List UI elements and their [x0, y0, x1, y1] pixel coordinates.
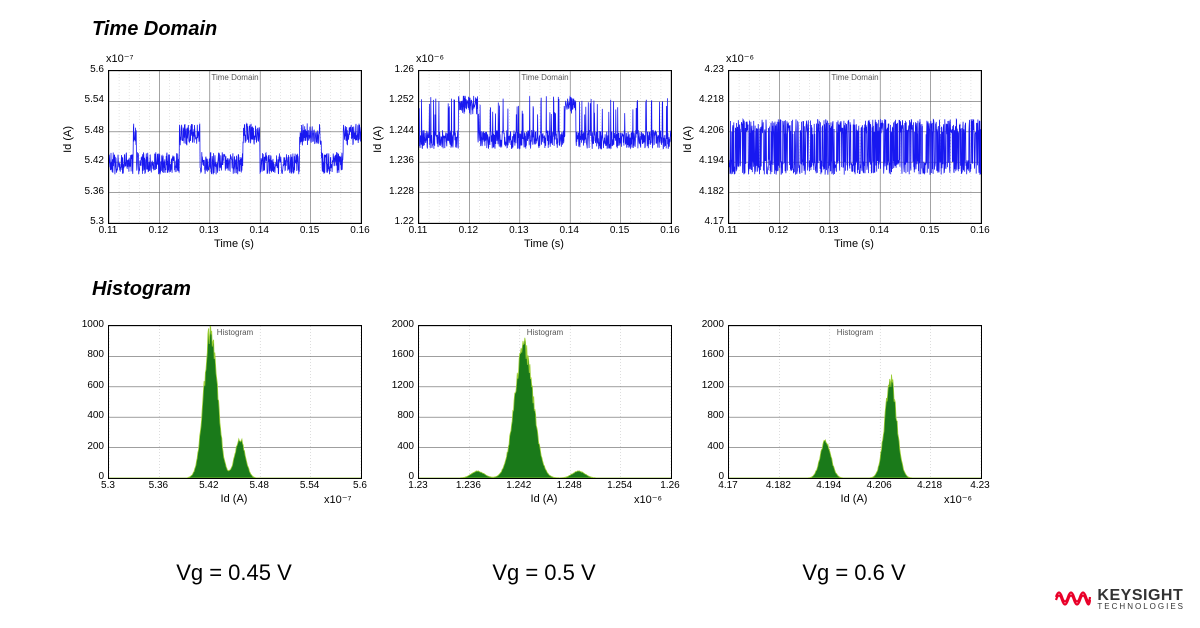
- x-tick: 0.16: [656, 225, 684, 236]
- section-title-histogram: Histogram: [92, 278, 191, 301]
- y-tick: 4.23: [690, 64, 724, 75]
- y-tick: 1000: [70, 319, 104, 330]
- x-tick: 0.15: [606, 225, 634, 236]
- y-tick: 4.17: [690, 216, 724, 227]
- x-tick: 0.16: [966, 225, 994, 236]
- y-tick: 0: [70, 471, 104, 482]
- x-tick: 1.254: [604, 480, 636, 491]
- x-tick: 0.14: [865, 225, 893, 236]
- x-multiplier: x10⁻⁷: [324, 493, 352, 506]
- x-tick: 1.236: [452, 480, 484, 491]
- x-tick: 1.248: [553, 480, 585, 491]
- histogram-chart: Histogram1.231.2361.2421.2481.2541.26040…: [418, 325, 670, 477]
- x-tick: 5.42: [193, 480, 225, 491]
- x-tick: 5.54: [294, 480, 326, 491]
- x-tick: 0.13: [815, 225, 843, 236]
- y-tick: 200: [70, 441, 104, 452]
- time-domain-chart: Time Domain0.110.120.130.140.150.165.35.…: [108, 70, 360, 222]
- y-tick: 4.218: [690, 94, 724, 105]
- y-tick: 4.182: [690, 186, 724, 197]
- vg-label: Vg = 0.45 V: [118, 560, 350, 586]
- x-axis-label: Time (s): [108, 238, 360, 250]
- y-tick: 400: [690, 441, 724, 452]
- x-axis-label: Time (s): [418, 238, 670, 250]
- wave-icon: [1055, 586, 1091, 608]
- x-axis-label: Id (A): [418, 493, 670, 505]
- y-tick: 5.3: [70, 216, 104, 227]
- section-title-time-domain: Time Domain: [92, 18, 217, 41]
- y-multiplier: x10⁻⁷: [106, 52, 134, 65]
- y-tick: 5.6: [70, 64, 104, 75]
- y-tick: 1600: [690, 349, 724, 360]
- x-axis-label: Time (s): [728, 238, 980, 250]
- x-tick: 0.16: [346, 225, 374, 236]
- y-tick: 5.54: [70, 94, 104, 105]
- x-tick: 1.26: [654, 480, 686, 491]
- histogram-chart: Histogram5.35.365.425.485.545.6020040060…: [108, 325, 360, 477]
- x-tick: 0.15: [916, 225, 944, 236]
- y-tick: 1.252: [380, 94, 414, 105]
- y-tick: 5.36: [70, 186, 104, 197]
- y-tick: 800: [70, 349, 104, 360]
- y-tick: 1600: [380, 349, 414, 360]
- y-tick: 1200: [690, 380, 724, 391]
- x-tick: 5.48: [243, 480, 275, 491]
- y-tick: 400: [70, 410, 104, 421]
- y-tick: 2000: [380, 319, 414, 330]
- logo-sub: TECHNOLOGIES: [1097, 603, 1185, 611]
- y-tick: 4.194: [690, 155, 724, 166]
- logo-name: KEYSIGHT: [1097, 588, 1185, 603]
- x-tick: 5.36: [142, 480, 174, 491]
- x-tick: 0.12: [764, 225, 792, 236]
- x-tick: 4.194: [813, 480, 845, 491]
- x-multiplier: x10⁻⁶: [634, 493, 662, 506]
- y-multiplier: x10⁻⁶: [416, 52, 444, 65]
- x-tick: 0.13: [505, 225, 533, 236]
- time-domain-chart: Time Domain0.110.120.130.140.150.164.174…: [728, 70, 980, 222]
- x-tick: 0.15: [296, 225, 324, 236]
- vg-label: Vg = 0.6 V: [738, 560, 970, 586]
- keysight-logo: KEYSIGHTTECHNOLOGIES: [1055, 586, 1185, 613]
- y-tick: 1200: [380, 380, 414, 391]
- x-tick: 0.13: [195, 225, 223, 236]
- histogram-chart: Histogram4.174.1824.1944.2064.2184.23040…: [728, 325, 980, 477]
- x-tick: 0.14: [555, 225, 583, 236]
- time-domain-chart: Time Domain0.110.120.130.140.150.161.221…: [418, 70, 670, 222]
- y-tick: 0: [690, 471, 724, 482]
- y-tick: 5.48: [70, 125, 104, 136]
- y-multiplier: x10⁻⁶: [726, 52, 754, 65]
- y-axis-label: Id (A): [372, 126, 384, 153]
- y-tick: 800: [380, 410, 414, 421]
- x-tick: 1.242: [503, 480, 535, 491]
- x-axis-label: Id (A): [728, 493, 980, 505]
- y-axis-label: Id (A): [682, 126, 694, 153]
- x-tick: 0.12: [454, 225, 482, 236]
- y-tick: 1.22: [380, 216, 414, 227]
- vg-label: Vg = 0.5 V: [428, 560, 660, 586]
- x-axis-label: Id (A): [108, 493, 360, 505]
- x-multiplier: x10⁻⁶: [944, 493, 972, 506]
- x-tick: 4.182: [762, 480, 794, 491]
- x-tick: 4.23: [964, 480, 996, 491]
- y-tick: 1.244: [380, 125, 414, 136]
- x-tick: 4.218: [914, 480, 946, 491]
- y-tick: 2000: [690, 319, 724, 330]
- y-tick: 400: [380, 441, 414, 452]
- x-tick: 0.12: [144, 225, 172, 236]
- y-tick: 1.228: [380, 186, 414, 197]
- y-tick: 1.26: [380, 64, 414, 75]
- y-tick: 600: [70, 380, 104, 391]
- y-tick: 1.236: [380, 155, 414, 166]
- x-tick: 4.206: [863, 480, 895, 491]
- y-tick: 0: [380, 471, 414, 482]
- x-tick: 5.6: [344, 480, 376, 491]
- y-tick: 800: [690, 410, 724, 421]
- x-tick: 0.14: [245, 225, 273, 236]
- y-tick: 5.42: [70, 155, 104, 166]
- y-axis-label: Id (A): [62, 126, 74, 153]
- y-tick: 4.206: [690, 125, 724, 136]
